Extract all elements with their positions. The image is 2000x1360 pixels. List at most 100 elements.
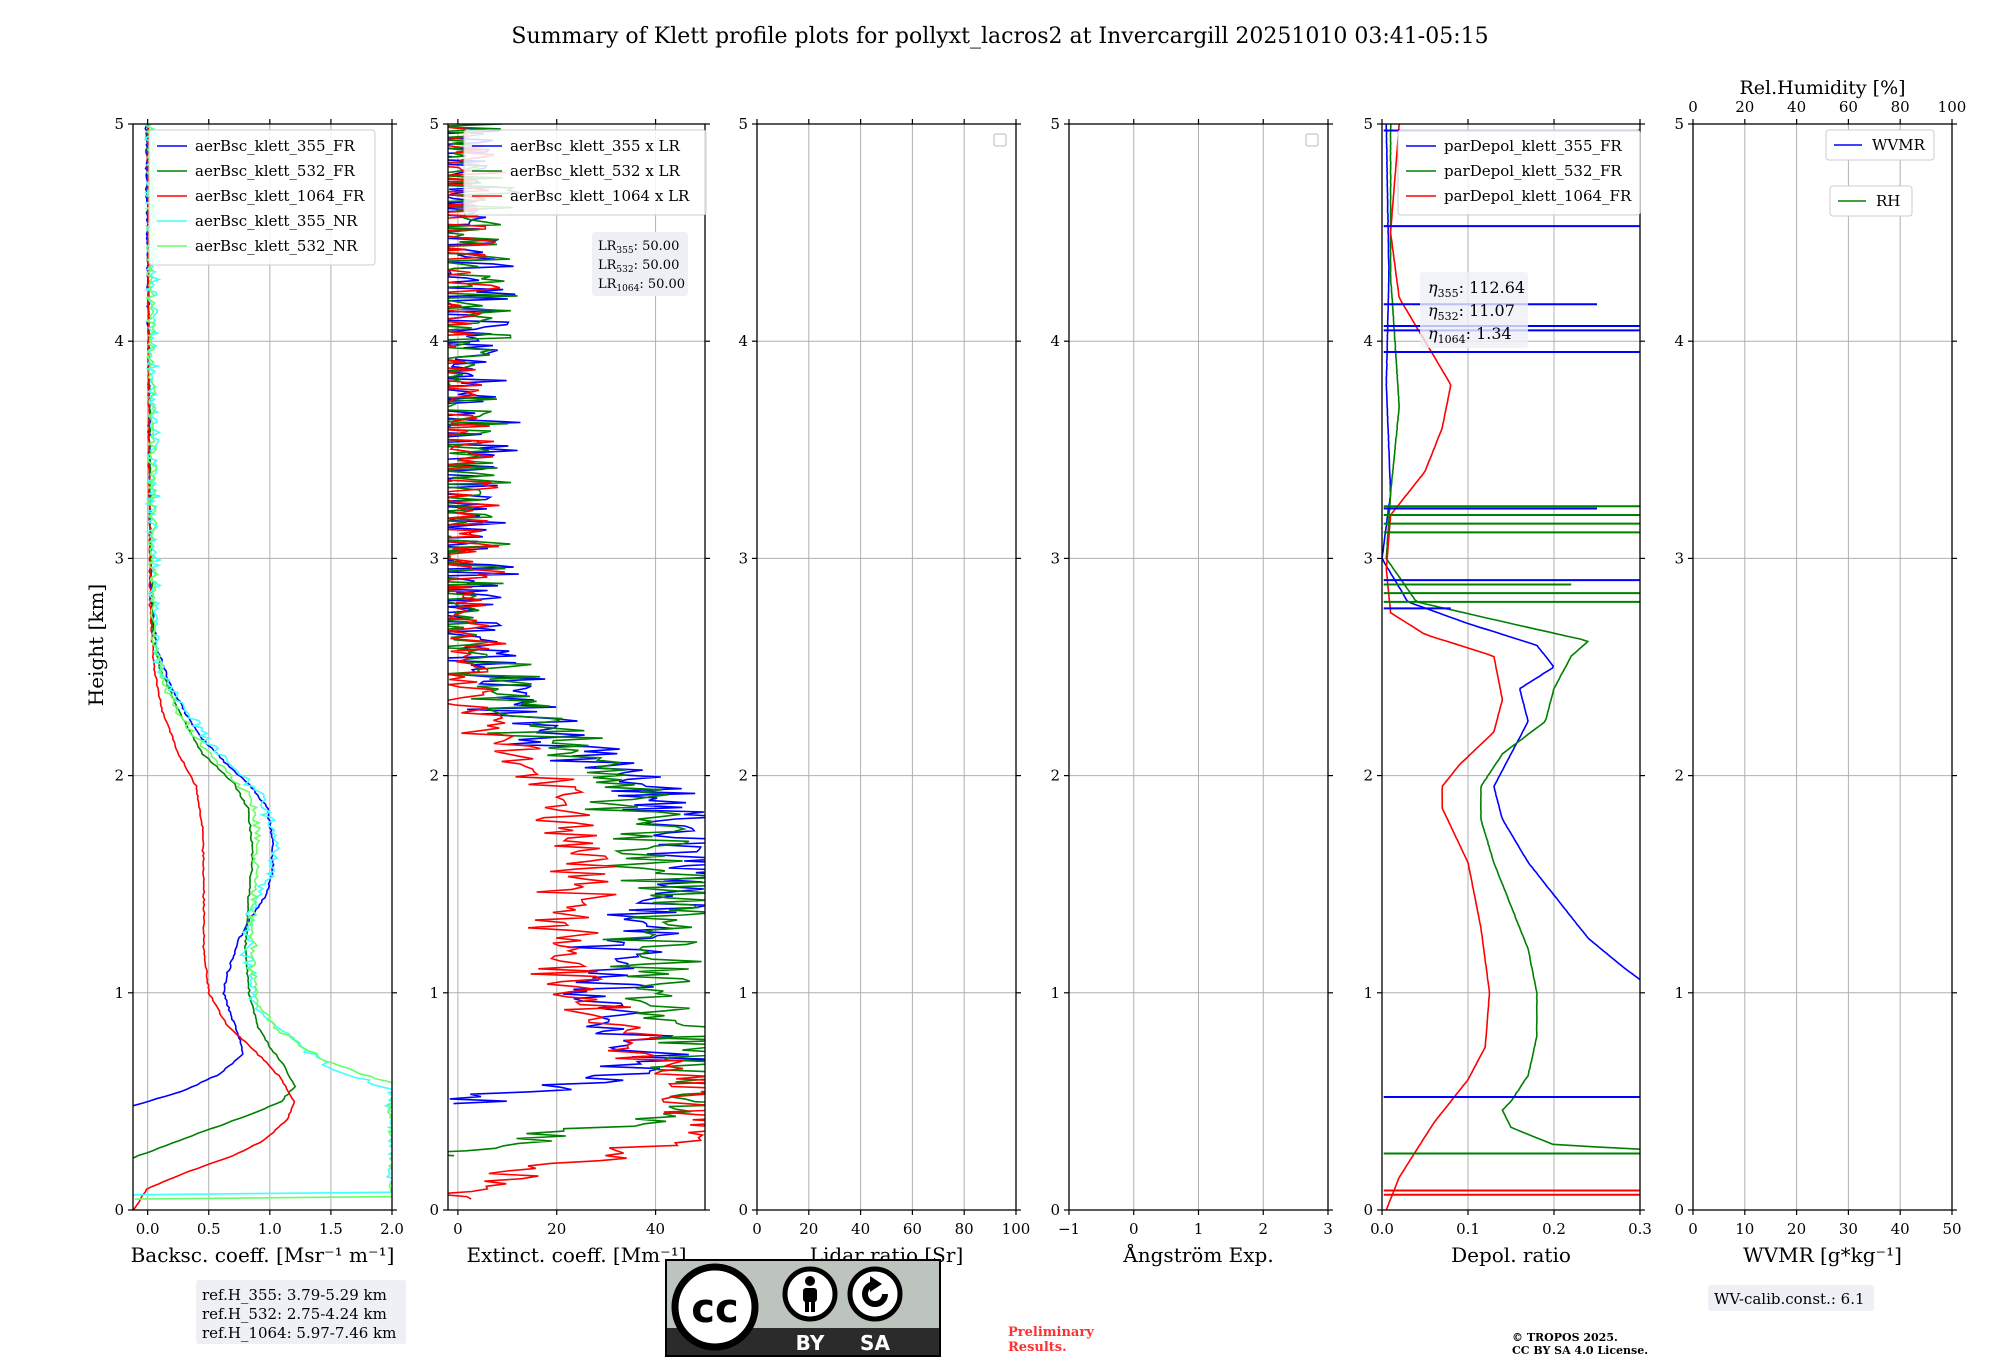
- y-tick-label: 0: [114, 1201, 124, 1219]
- legend-label: parDepol_klett_355_FR: [1444, 137, 1622, 155]
- x-tick-label: 20: [799, 1220, 818, 1238]
- y-tick-label: 5: [738, 115, 748, 133]
- y-tick-label: 1: [1674, 984, 1684, 1002]
- y-tick-label: 5: [429, 115, 439, 133]
- y-tick-label: 0: [1050, 1201, 1060, 1219]
- legend-label: aerBsc_klett_1064_FR: [195, 187, 365, 205]
- y-tick-label: 2: [429, 767, 439, 785]
- top-x-tick-label: 0: [1688, 98, 1698, 116]
- x-axis-label: WVMR [g*kg⁻¹]: [1743, 1243, 1902, 1267]
- x-tick-label: 2: [1258, 1220, 1268, 1238]
- x-tick-label: 20: [1787, 1220, 1806, 1238]
- by-label: BY: [796, 1331, 825, 1355]
- legend-box: [463, 129, 707, 216]
- y-tick-label: 1: [114, 984, 124, 1002]
- panel-depol: 0 1 2 3 4 5 0.0 0.1 0.2 0.3 Depol. ratio parDepol_k…: [1363, 115, 1651, 1267]
- copyright-line-1: © TROPOS 2025.: [1512, 1331, 1618, 1344]
- sa-label: SA: [860, 1331, 890, 1355]
- panel-frame: [447, 123, 706, 1211]
- x-axis-label: Depol. ratio: [1451, 1243, 1571, 1267]
- y-tick-label: 3: [738, 549, 748, 567]
- legend-label: RH: [1876, 192, 1900, 210]
- y-tick-label: 5: [1674, 115, 1684, 133]
- empty-legend-box: [993, 133, 1007, 147]
- y-tick-label: 2: [1674, 767, 1684, 785]
- preliminary-line-1: Preliminary: [1008, 1325, 1094, 1340]
- x-tick-label: −1: [1058, 1220, 1080, 1238]
- x-tick-label: 0: [453, 1220, 463, 1238]
- x-tick-label: 0.3: [1628, 1220, 1652, 1238]
- y-tick-label: 4: [738, 332, 748, 350]
- panel-frame: [132, 123, 393, 1211]
- svg-text:cc: cc: [691, 1286, 738, 1332]
- y-tick-label: 1: [1363, 984, 1373, 1002]
- series-line-aerBsc_klett_532 x LR: [448, 124, 705, 1157]
- x-tick-label: 3: [1323, 1220, 1333, 1238]
- x-tick-label: 0.0: [136, 1220, 160, 1238]
- y-tick-label: 3: [114, 549, 124, 567]
- y-tick-label: 4: [1674, 332, 1684, 350]
- legend-label: aerBsc_klett_532_FR: [195, 162, 355, 180]
- y-tick-label: 3: [1363, 549, 1373, 567]
- lr-box-bg: [592, 232, 688, 296]
- x-tick-label: 0.5: [197, 1220, 221, 1238]
- refh-line-355: ref.H_355: 3.79-5.29 km: [202, 1286, 387, 1304]
- series-group: [448, 124, 705, 1200]
- y-tick-label: 1: [1050, 984, 1060, 1002]
- panel-frame: [756, 123, 1017, 1211]
- y-tick-label: 0: [429, 1201, 439, 1219]
- x-tick-label: 0.1: [1456, 1220, 1480, 1238]
- legend-wvmr: WVMR: [1825, 129, 1935, 161]
- legend-depol: parDepol_klett_355_FR parDepol_klett_532_…: [1397, 129, 1641, 216]
- series-group: [133, 124, 392, 1210]
- y-tick-label: 5: [1363, 115, 1373, 133]
- legend-label: aerBsc_klett_355 x LR: [510, 137, 681, 155]
- y-tick-label: 0: [1363, 1201, 1373, 1219]
- wv-calib-box: WV-calib.const.: 6.1: [1708, 1285, 1874, 1311]
- top-x-tick-label: 80: [1891, 98, 1910, 116]
- preliminary-line-2: Results.: [1008, 1340, 1067, 1355]
- series-line-parDepol_klett_355_FR: [1382, 124, 1640, 981]
- y-tick-label: 1: [738, 984, 748, 1002]
- y-tick-label: 5: [1050, 115, 1060, 133]
- x-tick-label: 80: [955, 1220, 974, 1238]
- x-axis-label: Backsc. coeff. [Msr⁻¹ m⁻¹]: [131, 1243, 395, 1267]
- panel-frame: [1381, 123, 1641, 1211]
- legend-rh: RH: [1829, 185, 1913, 217]
- y-tick-label: 2: [738, 767, 748, 785]
- x-tick-label: 10: [1735, 1220, 1754, 1238]
- legend-box: [1825, 129, 1935, 161]
- lr-info-box: LR355: 50.00 LR532: 50.00 LR1064: 50.00: [592, 232, 688, 296]
- x-tick-label: 40: [646, 1220, 665, 1238]
- series-line-aerBsc_klett_532_NR: [134, 124, 392, 1200]
- figure-title: Summary of Klett profile plots for polly…: [511, 24, 1488, 49]
- x-tick-label: 1.5: [319, 1220, 343, 1238]
- series-line-parDepol_klett_532_FR: [1385, 124, 1640, 1150]
- panel-frame: [1692, 123, 1953, 1211]
- x-tick-label: 0: [1688, 1220, 1698, 1238]
- y-tick-label: 4: [114, 332, 124, 350]
- legend-label: aerBsc_klett_355_NR: [195, 212, 358, 230]
- x-tick-label: 60: [903, 1220, 922, 1238]
- sa-arrow-icon: [847, 1266, 903, 1322]
- cc-license-badge: cc BY SA: [665, 1259, 941, 1357]
- x-tick-label: 20: [547, 1220, 566, 1238]
- legend-label: WVMR: [1872, 136, 1926, 154]
- wv-calib-text: WV-calib.const.: 6.1: [1714, 1290, 1865, 1308]
- empty-legend-box: [1305, 133, 1319, 147]
- y-tick-label: 0: [738, 1201, 748, 1219]
- legend-box: [1829, 185, 1913, 217]
- series-line-aerBsc_klett_1064_FR: [133, 124, 296, 1210]
- panel-extinction: 0 1 2 3 4 5 0 20 40 Extinct. coeff. [Mm⁻¹] aerBsc_…: [429, 115, 710, 1267]
- x-tick-label: 0.0: [1370, 1220, 1394, 1238]
- eta-line-532: η532: 11.07: [1428, 301, 1515, 323]
- x-tick-label: 2.0: [380, 1220, 404, 1238]
- y-tick-label: 1: [429, 984, 439, 1002]
- x-tick-label: 100: [1002, 1220, 1031, 1238]
- y-axis-label: Height [km]: [84, 584, 108, 706]
- y-tick-label: 5: [114, 115, 124, 133]
- y-tick-label: 2: [114, 767, 124, 785]
- y-tick-label: 2: [1363, 767, 1373, 785]
